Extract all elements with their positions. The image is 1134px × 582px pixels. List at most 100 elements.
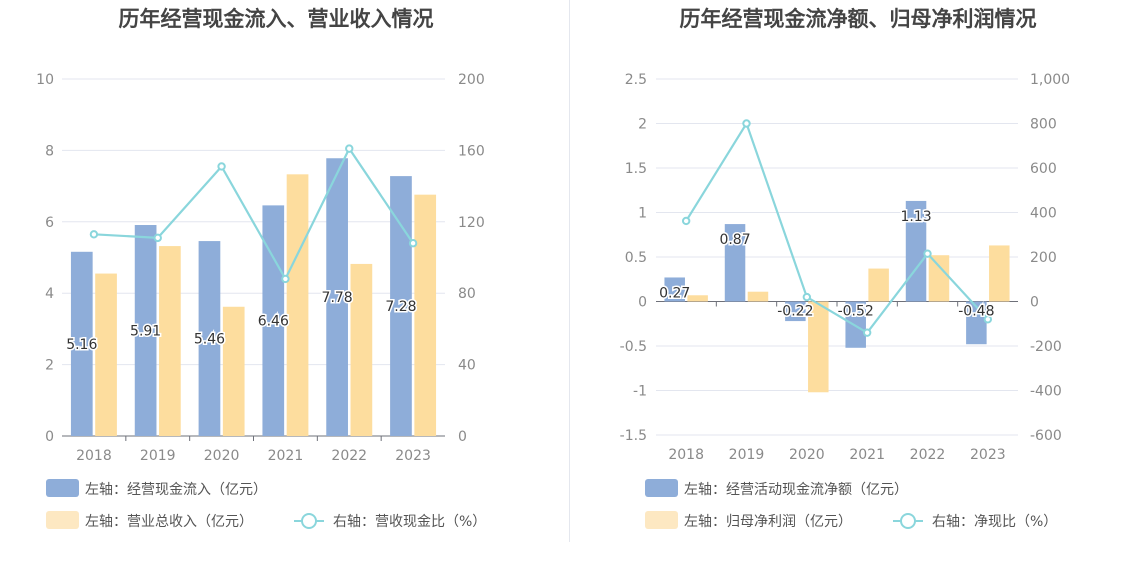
legend-swatch xyxy=(645,479,678,497)
line-point xyxy=(408,239,418,248)
bar-secondary xyxy=(414,194,437,436)
x-tick-label: 2021 xyxy=(268,448,304,464)
bar-primary xyxy=(70,251,93,436)
x-tick-label: 2021 xyxy=(849,447,885,463)
data-label: -0.52 xyxy=(838,304,874,320)
bar-primary xyxy=(198,241,221,436)
line-point xyxy=(345,144,354,153)
panel-divider xyxy=(569,0,570,542)
data-label: 7.28 xyxy=(385,299,416,315)
legend-swatch xyxy=(645,511,678,529)
line-point xyxy=(802,292,812,302)
legend-swatch xyxy=(46,479,79,497)
legend: 左轴：经营活动现金流净额（亿元） 左轴：归母净利润（亿元） 右轴：净现比（%） xyxy=(645,479,1057,530)
y-right-tick-label: -600 xyxy=(1030,428,1062,444)
line-series xyxy=(685,120,989,335)
data-label: 5.46 xyxy=(194,332,225,348)
y-right-tick-label: 600 xyxy=(1030,161,1057,177)
line-point xyxy=(983,315,993,324)
y-left-tick-label: -1 xyxy=(633,384,647,400)
bar-primary xyxy=(785,301,806,322)
legend-marker xyxy=(301,513,317,529)
line-point xyxy=(89,230,99,239)
legend-swatch xyxy=(46,511,79,529)
data-label: 7.78 xyxy=(322,290,353,306)
y-right-tick-label: 160 xyxy=(458,143,485,159)
legend-label: 左轴：经营现金流入（亿元） xyxy=(85,482,267,498)
legend: 左轴：经营现金流入（亿元） 左轴：营业总收入（亿元） 右轴：营收现金比（%） xyxy=(46,479,486,530)
line-point xyxy=(153,233,162,243)
chart-1: 历年经营现金流入、营业收入情况 0 2 4 6 8 10 0 40 80 120 160 200 2018… xyxy=(36,7,486,530)
bar-secondary xyxy=(687,295,708,302)
y-right-tick-label: 80 xyxy=(458,286,476,302)
x-tick-label: 2018 xyxy=(668,447,704,463)
data-label: -0.22 xyxy=(777,304,813,320)
x-tick-label: 2020 xyxy=(204,448,240,464)
bar-secondary xyxy=(350,263,373,436)
bar-secondary xyxy=(808,301,829,393)
chart-title: 历年经营现金流净额、归母净利润情况 xyxy=(680,7,1037,31)
data-label: 0.87 xyxy=(719,232,750,248)
legend-label: 左轴：营业总收入（亿元） xyxy=(85,514,253,530)
y-right-tick-label: 0 xyxy=(1030,295,1039,311)
y-right-tick-label: 40 xyxy=(458,358,476,374)
line-point xyxy=(217,162,226,171)
y-left-tick-label: 10 xyxy=(36,72,54,88)
data-label: 6.46 xyxy=(258,314,289,330)
y-left-tick-label: -0.5 xyxy=(620,339,647,355)
bar-primary xyxy=(326,158,348,436)
bar-secondary xyxy=(95,273,117,436)
x-tick-label: 2020 xyxy=(789,447,825,463)
chart-title: 历年经营现金流入、营业收入情况 xyxy=(119,7,434,31)
bar-secondary xyxy=(159,246,181,436)
y-left-tick-label: 2 xyxy=(45,358,54,374)
x-tick-label: 2022 xyxy=(910,447,946,463)
y-left-tick-label: 0 xyxy=(45,429,54,445)
data-label: -0.48 xyxy=(958,304,994,320)
x-tick-label: 2023 xyxy=(970,447,1006,463)
bar-secondary xyxy=(222,306,245,436)
bar-secondary xyxy=(747,291,769,302)
bar-primary xyxy=(664,277,685,302)
y-right-tick-label: 200 xyxy=(1030,250,1057,266)
y-right-tick-label: 0 xyxy=(458,429,467,445)
x-tick-label: 2022 xyxy=(331,448,367,464)
bar-primary xyxy=(390,176,412,436)
y-right-tick-label: -200 xyxy=(1030,339,1062,355)
data-label: 5.16 xyxy=(66,337,97,353)
y-right-tick-label: -400 xyxy=(1030,384,1062,400)
data-label: 5.91 xyxy=(130,324,161,340)
x-tick-label: 2018 xyxy=(76,448,112,464)
legend-label: 左轴：归母净利润（亿元） xyxy=(684,513,852,530)
bar-primary xyxy=(724,224,746,302)
y-right-tick-label: 800 xyxy=(1030,117,1057,133)
bar-secondary xyxy=(989,245,1010,302)
y-left-tick-label: 2.5 xyxy=(625,72,647,88)
legend-label: 右轴：净现比（%） xyxy=(932,514,1057,530)
line-series xyxy=(93,146,414,282)
y-right-tick-label: 200 xyxy=(458,72,485,88)
legend-marker xyxy=(900,513,916,529)
y-left-tick-label: 0.5 xyxy=(625,250,647,266)
y-left-tick-label: 0 xyxy=(638,295,647,311)
y-left-tick-label: 2 xyxy=(638,117,647,133)
line-point xyxy=(742,119,751,128)
bar-secondary xyxy=(286,174,309,436)
line-point xyxy=(862,328,872,337)
line-point xyxy=(681,216,691,226)
legend-label: 右轴：营收现金比（%） xyxy=(333,514,486,530)
y-right-tick-label: 1,000 xyxy=(1030,72,1070,88)
y-left-tick-label: 8 xyxy=(45,143,54,159)
data-label: 0.27 xyxy=(659,285,690,301)
bar-secondary xyxy=(868,268,889,302)
y-left-tick-label: 6 xyxy=(45,215,54,231)
legend-label: 左轴：经营活动现金流净额（亿元） xyxy=(684,482,908,498)
y-right-tick-label: 120 xyxy=(458,215,485,231)
bar-primary xyxy=(134,225,157,436)
bar-primary xyxy=(262,205,285,436)
y-right-tick-label: 400 xyxy=(1030,206,1057,222)
y-left-tick-label: -1.5 xyxy=(620,428,647,444)
x-tick-label: 2019 xyxy=(729,447,765,463)
y-left-tick-label: 4 xyxy=(45,286,54,302)
